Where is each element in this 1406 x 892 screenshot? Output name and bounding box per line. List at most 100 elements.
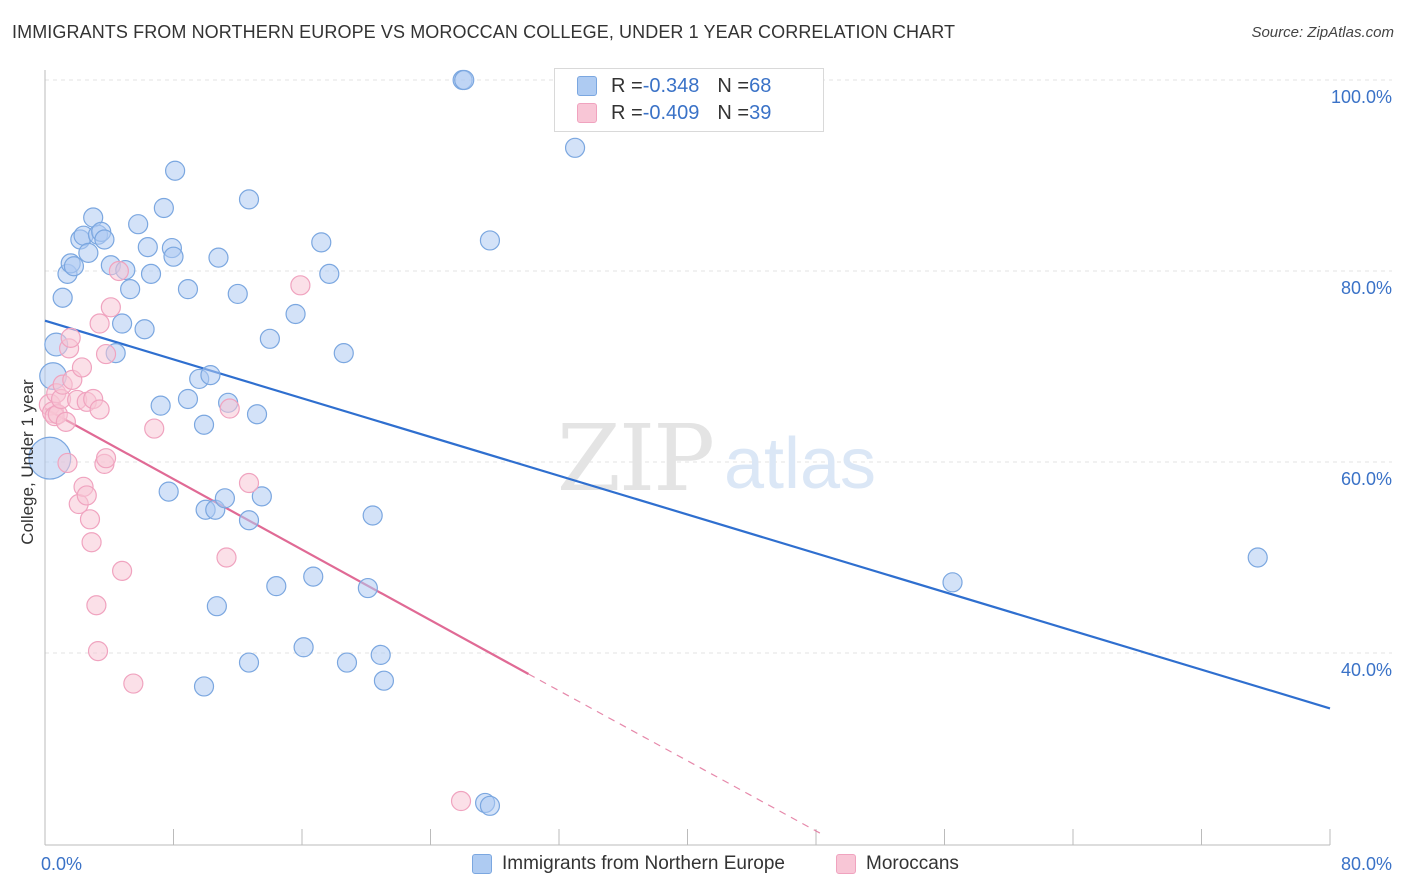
point-northern-europe <box>111 313 133 334</box>
point-northern-europe <box>454 69 475 91</box>
point-northern-europe <box>193 414 215 435</box>
point-moroccans <box>95 343 117 365</box>
point-northern-europe <box>259 328 280 349</box>
point-northern-europe <box>150 395 171 416</box>
n-label: N = <box>717 101 750 124</box>
point-moroccans <box>219 398 240 419</box>
point-northern-europe <box>165 160 186 181</box>
trend-line-moroccans <box>44 407 530 675</box>
point-northern-europe <box>52 287 73 308</box>
point-northern-europe <box>140 263 162 284</box>
point-northern-europe <box>357 577 378 599</box>
point-moroccans <box>290 275 311 296</box>
point-northern-europe <box>266 576 287 597</box>
point-northern-europe <box>479 795 501 816</box>
point-northern-europe <box>200 364 221 386</box>
point-moroccans <box>111 560 133 581</box>
point-northern-europe <box>134 319 155 340</box>
point-northern-europe <box>153 197 174 219</box>
n-label: N = <box>717 74 750 97</box>
legend-label-moroccans: Moroccans <box>866 853 959 874</box>
point-northern-europe <box>336 652 358 673</box>
trend-line-moroccans-extension <box>528 673 823 835</box>
point-northern-europe <box>137 237 158 258</box>
point-moroccans <box>108 260 129 282</box>
point-moroccans <box>71 357 93 378</box>
point-northern-europe <box>564 137 586 158</box>
chart-title: IMMIGRANTS FROM NORTHERN EUROPE VS MOROC… <box>12 22 956 42</box>
x-tick-label: 0.0% <box>41 854 82 874</box>
point-northern-europe <box>120 279 141 300</box>
point-northern-europe <box>333 343 354 364</box>
watermark: ZIP atlas <box>557 405 876 512</box>
trend-lines <box>44 319 1331 835</box>
point-northern-europe <box>206 596 227 617</box>
data-points <box>28 69 1268 816</box>
n-value: 68 <box>749 74 772 97</box>
point-northern-europe <box>163 246 184 267</box>
point-moroccans <box>76 485 97 506</box>
legend-swatch-blue <box>577 76 597 96</box>
point-northern-europe <box>193 676 215 697</box>
point-northern-europe <box>238 652 260 673</box>
point-moroccans <box>95 448 117 469</box>
legend-swatch-pink <box>836 854 856 874</box>
y-tick-label: 80.0% <box>1341 278 1392 298</box>
point-northern-europe <box>303 566 324 587</box>
point-northern-europe <box>1247 547 1268 568</box>
watermark-atlas: atlas <box>724 424 876 504</box>
point-northern-europe <box>311 232 332 253</box>
correlation-legend: R = -0.348 N = 68 R = -0.409 N = 39 <box>554 68 824 132</box>
point-northern-europe <box>227 283 248 305</box>
point-moroccans <box>89 399 110 420</box>
point-northern-europe <box>319 263 340 284</box>
n-value: 39 <box>749 101 772 124</box>
point-northern-europe <box>479 230 501 251</box>
point-northern-europe <box>373 670 395 691</box>
point-northern-europe <box>238 189 260 210</box>
grid-lines <box>45 79 1392 654</box>
point-northern-europe <box>208 247 229 268</box>
point-northern-europe <box>177 388 199 410</box>
point-northern-europe <box>285 303 306 325</box>
source-label: Source: ZipAtlas.com <box>1251 24 1394 41</box>
point-northern-europe <box>293 637 314 658</box>
point-northern-europe <box>63 256 85 277</box>
legend-swatch-blue <box>472 854 492 874</box>
legend-row-moroccans: R = -0.409 N = 39 <box>577 100 771 126</box>
legend-row-northern-europe: R = -0.348 N = 68 <box>577 73 771 99</box>
point-northern-europe <box>238 510 260 531</box>
trend-line-northern-europe <box>44 319 1331 710</box>
tick-labels: 40.0% 60.0% 80.0% 100.0% 0.0% 80.0% <box>41 87 1392 874</box>
watermark-zip: ZIP <box>557 405 713 512</box>
y-axis-label: College, Under 1 year <box>18 379 37 545</box>
point-moroccans <box>450 790 472 812</box>
y-tick-label: 100.0% <box>1331 87 1392 107</box>
r-label: R = <box>611 101 643 124</box>
point-moroccans <box>57 452 78 474</box>
y-tick-label: 40.0% <box>1341 660 1392 680</box>
point-moroccans <box>86 595 107 616</box>
r-label: R = <box>611 74 643 97</box>
point-moroccans <box>87 640 109 662</box>
point-moroccans <box>123 673 144 694</box>
y-tick-label: 60.0% <box>1341 469 1392 489</box>
point-northern-europe <box>942 572 963 593</box>
point-northern-europe <box>128 214 149 235</box>
point-northern-europe <box>246 404 268 425</box>
point-northern-europe <box>370 644 391 666</box>
point-moroccans <box>89 313 110 334</box>
point-moroccans <box>60 327 81 348</box>
point-moroccans <box>216 547 237 568</box>
point-moroccans <box>100 297 121 318</box>
legend-label-northern-europe: Immigrants from Northern Europe <box>502 853 785 874</box>
point-northern-europe <box>251 486 272 507</box>
point-northern-europe <box>214 488 235 509</box>
point-northern-europe <box>78 242 99 263</box>
point-moroccans <box>55 411 76 432</box>
point-moroccans <box>79 509 101 530</box>
point-moroccans <box>238 472 260 494</box>
point-moroccans <box>144 418 165 439</box>
legend-swatch-pink <box>577 103 597 123</box>
r-value: -0.348 <box>642 74 700 97</box>
